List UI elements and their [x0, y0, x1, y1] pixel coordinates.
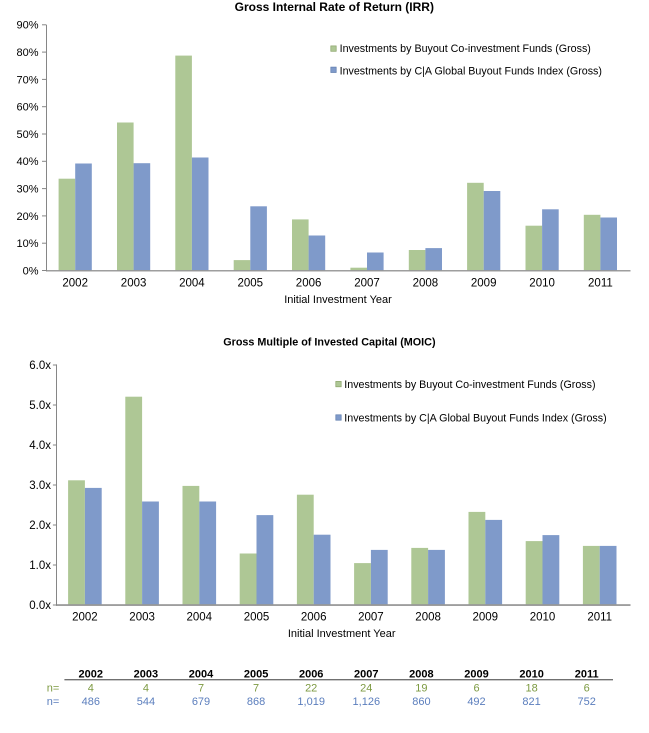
- svg-text:2003: 2003: [121, 278, 147, 290]
- svg-text:n=: n=: [47, 696, 60, 708]
- svg-text:2009: 2009: [473, 611, 499, 623]
- svg-text:2002: 2002: [79, 668, 103, 680]
- svg-text:868: 868: [247, 696, 265, 708]
- svg-text:2008: 2008: [415, 611, 441, 623]
- svg-text:Gross Internal Rate of Return: Gross Internal Rate of Return (IRR): [235, 0, 434, 14]
- svg-text:Investments by Buyout Co-inves: Investments by Buyout Co-investment Fund…: [340, 43, 591, 55]
- svg-text:3.0x: 3.0x: [29, 480, 51, 492]
- svg-text:22: 22: [305, 682, 317, 694]
- svg-text:2007: 2007: [358, 611, 384, 623]
- svg-text:18: 18: [525, 682, 537, 694]
- svg-text:860: 860: [412, 696, 430, 708]
- svg-text:544: 544: [137, 696, 155, 708]
- svg-text:10%: 10%: [16, 238, 38, 250]
- svg-text:0.0x: 0.0x: [29, 600, 51, 612]
- svg-text:486: 486: [82, 696, 100, 708]
- svg-text:2004: 2004: [179, 278, 205, 290]
- svg-text:2011: 2011: [587, 611, 612, 623]
- svg-text:4.0x: 4.0x: [29, 440, 51, 452]
- svg-text:2006: 2006: [299, 668, 323, 680]
- svg-text:40%: 40%: [16, 156, 38, 168]
- svg-text:2003: 2003: [134, 668, 158, 680]
- svg-text:2004: 2004: [187, 611, 213, 623]
- svg-text:4: 4: [88, 682, 94, 694]
- svg-text:2006: 2006: [301, 611, 327, 623]
- svg-text:Investments by C|A Global Buyo: Investments by C|A Global Buyout Funds I…: [344, 412, 606, 424]
- svg-text:2010: 2010: [519, 668, 543, 680]
- svg-text:2002: 2002: [72, 611, 98, 623]
- svg-text:20%: 20%: [16, 211, 38, 223]
- svg-text:6: 6: [473, 682, 479, 694]
- svg-text:Investments by Buyout Co-inves: Investments by Buyout Co-investment Fund…: [344, 379, 595, 391]
- svg-text:2007: 2007: [354, 668, 378, 680]
- svg-text:Gross Multiple of Invested Cap: Gross Multiple of Invested Capital (MOIC…: [223, 336, 436, 348]
- svg-text:1,126: 1,126: [353, 696, 381, 708]
- svg-text:2005: 2005: [244, 668, 268, 680]
- svg-text:Initial Investment Year: Initial Investment Year: [284, 294, 392, 306]
- svg-text:7: 7: [198, 682, 204, 694]
- svg-text:2006: 2006: [296, 278, 322, 290]
- svg-text:1,019: 1,019: [297, 696, 325, 708]
- svg-text:4: 4: [143, 682, 149, 694]
- svg-text:n=: n=: [47, 682, 60, 694]
- svg-text:60%: 60%: [16, 102, 38, 114]
- svg-text:2009: 2009: [464, 668, 488, 680]
- svg-text:Investments by C|A Global Buyo: Investments by C|A Global Buyout Funds I…: [340, 66, 602, 78]
- svg-text:2010: 2010: [529, 278, 555, 290]
- svg-text:80%: 80%: [16, 47, 38, 59]
- svg-text:2005: 2005: [244, 611, 270, 623]
- svg-text:2.0x: 2.0x: [29, 520, 51, 532]
- svg-text:492: 492: [467, 696, 485, 708]
- svg-text:821: 821: [522, 696, 540, 708]
- svg-text:679: 679: [192, 696, 210, 708]
- svg-text:6.0x: 6.0x: [29, 360, 51, 372]
- svg-text:50%: 50%: [16, 129, 38, 141]
- svg-text:90%: 90%: [16, 20, 38, 32]
- svg-text:19: 19: [415, 682, 427, 694]
- svg-text:30%: 30%: [16, 184, 38, 196]
- svg-text:5.0x: 5.0x: [29, 400, 51, 412]
- svg-text:2011: 2011: [575, 668, 599, 680]
- svg-text:Initial Investment Year: Initial Investment Year: [288, 628, 396, 640]
- svg-text:2008: 2008: [413, 278, 439, 290]
- svg-text:70%: 70%: [16, 74, 38, 86]
- svg-text:6: 6: [584, 682, 590, 694]
- svg-text:2008: 2008: [409, 668, 433, 680]
- svg-text:24: 24: [360, 682, 372, 694]
- svg-text:2005: 2005: [238, 278, 264, 290]
- svg-text:2003: 2003: [129, 611, 155, 623]
- svg-text:2010: 2010: [530, 611, 556, 623]
- svg-text:752: 752: [578, 696, 596, 708]
- svg-text:2011: 2011: [588, 278, 613, 290]
- svg-text:0%: 0%: [23, 265, 39, 277]
- svg-text:2004: 2004: [189, 668, 214, 680]
- svg-text:2002: 2002: [62, 278, 88, 290]
- svg-text:2009: 2009: [471, 278, 497, 290]
- svg-text:2007: 2007: [354, 278, 380, 290]
- svg-text:7: 7: [253, 682, 259, 694]
- svg-text:1.0x: 1.0x: [29, 560, 51, 572]
